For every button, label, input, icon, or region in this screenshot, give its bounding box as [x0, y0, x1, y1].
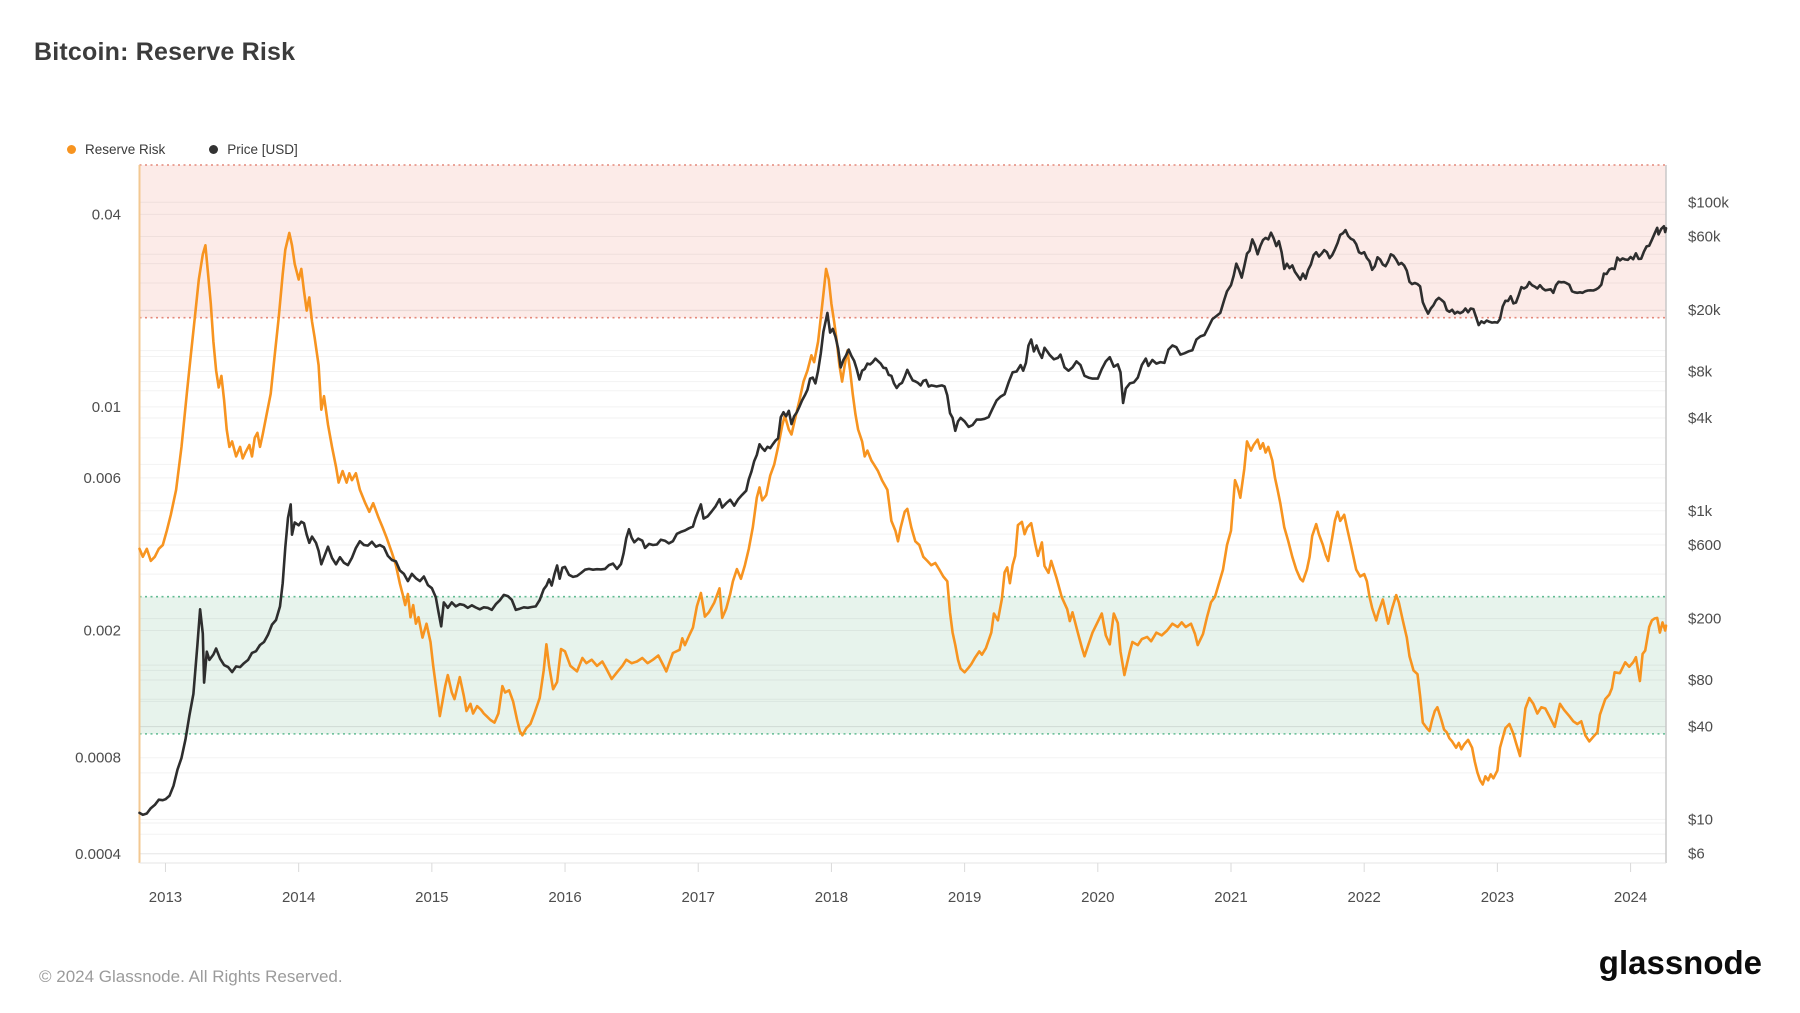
- x-tick-label: 2018: [815, 889, 848, 906]
- y-left-tick-label: 0.0004: [75, 846, 121, 863]
- y-right-tick-label: $6: [1688, 846, 1705, 863]
- glassnode-logo: glassnode: [1598, 944, 1762, 981]
- x-tick-label: 2020: [1081, 889, 1114, 906]
- y-right-tick-label: $40: [1688, 718, 1713, 735]
- y-right-tick-label: $200: [1688, 611, 1721, 628]
- y-right-tick-label: $10: [1688, 811, 1713, 828]
- band-sell-zone: [139, 165, 1666, 318]
- series-line-price: [138, 225, 1668, 817]
- y-right-tick-label: $20k: [1688, 302, 1721, 319]
- x-tick-label: 2013: [149, 889, 182, 906]
- legend-item-reserve-risk[interactable]: Reserve Risk: [67, 142, 165, 157]
- y-right-tick-label: $8k: [1688, 364, 1713, 381]
- x-tick-label: 2016: [548, 889, 581, 906]
- x-tick-label: 2022: [1348, 889, 1381, 906]
- y-right-tick-label: $80: [1688, 672, 1713, 689]
- y-left-tick-label: 0.002: [83, 622, 121, 639]
- x-tick-label: 2021: [1214, 889, 1247, 906]
- y-right-tick-label: $60k: [1688, 229, 1721, 246]
- copyright-text: © 2024 Glassnode. All Rights Reserved.: [39, 967, 343, 986]
- legend-label-price: Price [USD]: [227, 142, 298, 157]
- y-right-tick-label: $600: [1688, 537, 1721, 554]
- y-right-tick-label: $1k: [1688, 503, 1713, 520]
- legend: Reserve Risk Price [USD]: [67, 142, 298, 157]
- y-left-tick-label: 0.01: [92, 399, 121, 416]
- x-tick-label: 2017: [682, 889, 715, 906]
- legend-label-reserve-risk: Reserve Risk: [85, 142, 166, 157]
- x-tick-label: 2023: [1481, 889, 1514, 906]
- y-left-tick-label: 0.0008: [75, 750, 121, 767]
- price-dot-icon: [209, 145, 219, 154]
- y-right-tick-label: $100k: [1688, 194, 1729, 211]
- page-title: Bitcoin: Reserve Risk: [34, 38, 296, 66]
- y-right-tick-label: $4k: [1688, 410, 1713, 427]
- x-tick-label: 2019: [948, 889, 981, 906]
- legend-item-price[interactable]: Price [USD]: [209, 142, 298, 157]
- y-left-tick-label: 0.006: [83, 470, 121, 487]
- series-line-reserve-risk: [138, 231, 1668, 786]
- x-tick-label: 2024: [1614, 889, 1647, 906]
- x-tick-label: 2015: [415, 889, 448, 906]
- x-tick-label: 2014: [282, 889, 315, 906]
- reserve-risk-dot-icon: [67, 145, 76, 154]
- y-left-tick-label: 0.04: [92, 206, 121, 223]
